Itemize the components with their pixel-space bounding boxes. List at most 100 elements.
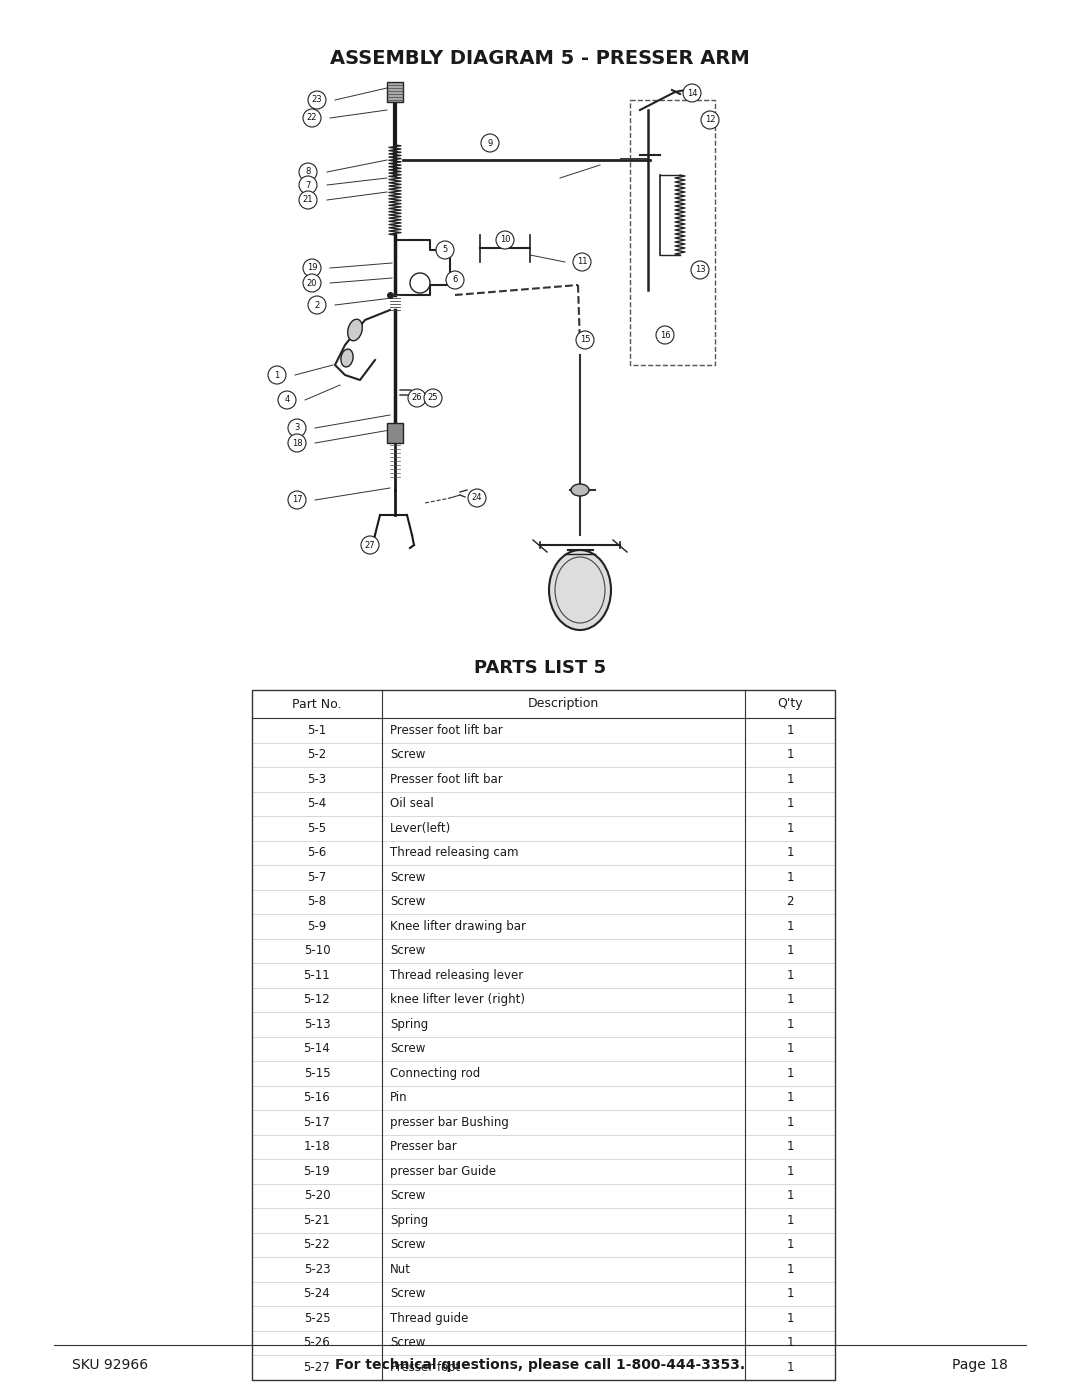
Text: 23: 23 — [312, 95, 322, 105]
Text: 1: 1 — [786, 919, 794, 933]
Circle shape — [361, 536, 379, 555]
Text: 24: 24 — [472, 493, 483, 503]
Ellipse shape — [549, 550, 611, 630]
Text: 5-16: 5-16 — [303, 1091, 330, 1104]
Text: 1: 1 — [786, 1238, 794, 1252]
Text: presser bar Bushing: presser bar Bushing — [390, 1116, 509, 1129]
Text: 12: 12 — [705, 116, 715, 124]
Text: 1: 1 — [786, 1091, 794, 1104]
Text: 8: 8 — [306, 168, 311, 176]
Text: Description: Description — [528, 697, 599, 711]
Circle shape — [288, 490, 306, 509]
Text: 1: 1 — [786, 1361, 794, 1373]
Text: 21: 21 — [302, 196, 313, 204]
Text: 10: 10 — [500, 236, 510, 244]
Text: 26: 26 — [411, 394, 422, 402]
Text: 1: 1 — [786, 1165, 794, 1178]
Circle shape — [410, 272, 430, 293]
Text: 2: 2 — [314, 300, 320, 310]
Text: 22: 22 — [307, 113, 318, 123]
Text: 1: 1 — [786, 968, 794, 982]
Text: 5-23: 5-23 — [303, 1263, 330, 1275]
Text: 1: 1 — [786, 1140, 794, 1154]
Text: Screw: Screw — [390, 1238, 426, 1252]
Text: 14: 14 — [687, 88, 698, 98]
Text: 1: 1 — [786, 1287, 794, 1301]
Circle shape — [691, 261, 708, 279]
Text: presser bar Guide: presser bar Guide — [390, 1165, 496, 1178]
Text: 5-8: 5-8 — [308, 895, 326, 908]
Text: 1: 1 — [786, 944, 794, 957]
Text: Screw: Screw — [390, 870, 426, 884]
Text: Oil seal: Oil seal — [390, 798, 434, 810]
Text: 3: 3 — [295, 423, 299, 433]
Text: Page 18: Page 18 — [953, 1358, 1008, 1372]
Text: 1: 1 — [786, 1018, 794, 1031]
Ellipse shape — [348, 320, 362, 341]
Text: 1: 1 — [786, 1337, 794, 1350]
Text: 5-17: 5-17 — [303, 1116, 330, 1129]
Text: 25: 25 — [428, 394, 438, 402]
Text: Spring: Spring — [390, 1018, 429, 1031]
Circle shape — [308, 91, 326, 109]
Circle shape — [299, 191, 318, 210]
Text: 7: 7 — [306, 180, 311, 190]
Text: 1: 1 — [786, 1312, 794, 1324]
Text: 17: 17 — [292, 496, 302, 504]
Text: 5-10: 5-10 — [303, 944, 330, 957]
Text: 1: 1 — [274, 370, 280, 380]
Text: Thread releasing cam: Thread releasing cam — [390, 847, 518, 859]
Circle shape — [496, 231, 514, 249]
Text: 5-22: 5-22 — [303, 1238, 330, 1252]
Text: 6: 6 — [453, 275, 458, 285]
Circle shape — [278, 391, 296, 409]
Circle shape — [408, 388, 426, 407]
Circle shape — [446, 271, 464, 289]
Text: 18: 18 — [292, 439, 302, 447]
Circle shape — [303, 274, 321, 292]
Text: 5-14: 5-14 — [303, 1042, 330, 1055]
Text: 1: 1 — [786, 870, 794, 884]
Text: SKU 92966: SKU 92966 — [72, 1358, 148, 1372]
Circle shape — [701, 110, 719, 129]
Text: Presser foot: Presser foot — [390, 1361, 460, 1373]
Ellipse shape — [341, 349, 353, 367]
Text: Presser bar: Presser bar — [390, 1140, 457, 1154]
Circle shape — [436, 242, 454, 258]
Text: 5-19: 5-19 — [303, 1165, 330, 1178]
Text: 5-9: 5-9 — [308, 919, 326, 933]
Text: 1: 1 — [786, 1042, 794, 1055]
Text: 2: 2 — [786, 895, 794, 908]
Text: knee lifter lever (right): knee lifter lever (right) — [390, 993, 525, 1006]
Text: 5-4: 5-4 — [308, 798, 326, 810]
Circle shape — [576, 331, 594, 349]
Text: Screw: Screw — [390, 944, 426, 957]
FancyBboxPatch shape — [387, 423, 403, 443]
Text: 20: 20 — [307, 278, 318, 288]
Text: 1: 1 — [786, 993, 794, 1006]
Text: 1: 1 — [786, 773, 794, 785]
Text: PARTS LIST 5: PARTS LIST 5 — [474, 659, 606, 678]
Text: 4: 4 — [284, 395, 289, 405]
Text: 1: 1 — [786, 1116, 794, 1129]
Text: For technical questions, please call 1-800-444-3353.: For technical questions, please call 1-8… — [335, 1358, 745, 1372]
Circle shape — [683, 84, 701, 102]
Text: 13: 13 — [694, 265, 705, 274]
Text: Lever(left): Lever(left) — [390, 821, 451, 835]
Circle shape — [288, 434, 306, 453]
Text: Screw: Screw — [390, 895, 426, 908]
Text: Screw: Screw — [390, 1042, 426, 1055]
Text: 15: 15 — [580, 335, 591, 345]
Circle shape — [288, 419, 306, 437]
Text: 5-21: 5-21 — [303, 1214, 330, 1227]
Text: Pin: Pin — [390, 1091, 407, 1104]
Text: 19: 19 — [307, 264, 318, 272]
Text: 16: 16 — [660, 331, 671, 339]
Text: Screw: Screw — [390, 1189, 426, 1203]
Text: 5-6: 5-6 — [308, 847, 326, 859]
Text: 5-3: 5-3 — [308, 773, 326, 785]
Text: Screw: Screw — [390, 749, 426, 761]
Text: Screw: Screw — [390, 1337, 426, 1350]
Text: Q'ty: Q'ty — [778, 697, 802, 711]
Circle shape — [573, 253, 591, 271]
